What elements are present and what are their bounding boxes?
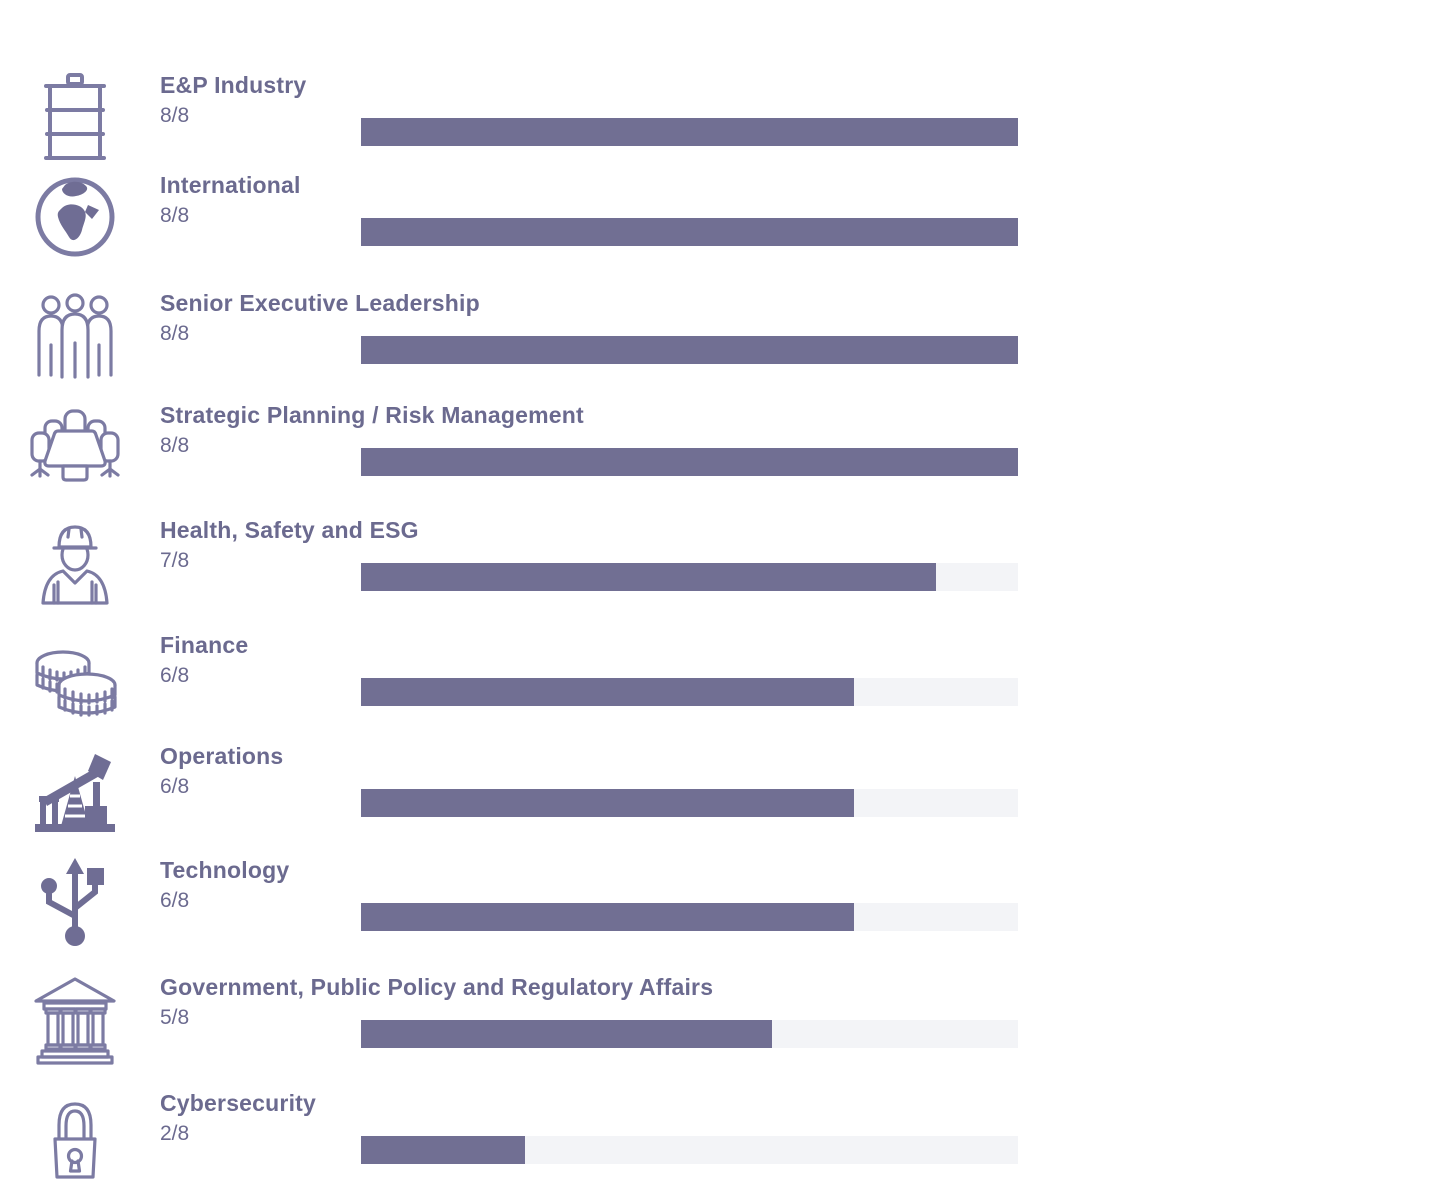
skill-row-technology: Technology 6/8 [0, 845, 1446, 957]
skill-label: International [160, 172, 301, 198]
skill-bar-fill [361, 789, 854, 817]
coins-icon [22, 626, 127, 728]
skill-row-operations: Operations 6/8 [0, 731, 1446, 843]
skill-bar-track [361, 678, 1018, 706]
skill-bar-track [361, 789, 1018, 817]
skill-row-ep-industry: E&P Industry 8/8 [0, 60, 1446, 172]
skill-score: 8/8 [160, 434, 190, 457]
skill-bar-track [361, 1136, 1018, 1164]
skill-bar-track [361, 336, 1018, 364]
skill-label: Health, Safety and ESG [160, 517, 419, 543]
skill-bar-fill [361, 1020, 772, 1048]
skill-bar-fill [361, 563, 936, 591]
construction-worker-icon [22, 511, 127, 613]
usb-icon [22, 851, 127, 953]
skill-score: 2/8 [160, 1122, 190, 1145]
people-icon [22, 284, 127, 386]
skill-bar-track [361, 218, 1018, 246]
skill-bar-fill [361, 118, 1018, 146]
skill-bar-track [361, 903, 1018, 931]
skill-bar-fill [361, 903, 854, 931]
skill-row-strategic-planning: Strategic Planning / Risk Management 8/8 [0, 390, 1446, 502]
skill-score: 8/8 [160, 322, 190, 345]
skill-row-cybersecurity: Cybersecurity 2/8 [0, 1078, 1446, 1190]
skill-row-international: International 8/8 [0, 160, 1446, 272]
bank-building-icon [22, 968, 127, 1070]
skill-score: 7/8 [160, 549, 190, 572]
skill-label: Strategic Planning / Risk Management [160, 402, 584, 428]
skill-bar-track [361, 563, 1018, 591]
skill-label: Technology [160, 857, 290, 883]
oil-barrel-icon [22, 66, 127, 168]
oil-pumpjack-icon [22, 737, 127, 839]
skill-label: Government, Public Policy and Regulatory… [160, 974, 714, 1000]
skill-label: Cybersecurity [160, 1090, 317, 1116]
skill-row-health-safety-esg: Health, Safety and ESG 7/8 [0, 505, 1446, 617]
skill-row-finance: Finance 6/8 [0, 620, 1446, 732]
skill-score: 6/8 [160, 889, 190, 912]
skill-label: Operations [160, 743, 284, 769]
skill-row-senior-executive-leadership: Senior Executive Leadership 8/8 [0, 278, 1446, 390]
skill-score: 6/8 [160, 775, 190, 798]
skill-bar-fill [361, 218, 1018, 246]
skill-score: 8/8 [160, 204, 190, 227]
skill-score: 6/8 [160, 664, 190, 687]
skill-label: E&P Industry [160, 72, 307, 98]
skill-bar-fill [361, 1136, 526, 1164]
skill-bar-track [361, 1020, 1018, 1048]
skill-label: Finance [160, 632, 249, 658]
skill-score: 5/8 [160, 1006, 190, 1029]
skill-bar-fill [361, 336, 1018, 364]
globe-icon [22, 166, 127, 268]
skill-bar-track [361, 118, 1018, 146]
meeting-table-icon [22, 396, 127, 498]
skill-bar-fill [361, 678, 854, 706]
skill-bar-fill [361, 448, 1018, 476]
padlock-icon [22, 1084, 127, 1186]
skill-label: Senior Executive Leadership [160, 290, 480, 316]
skill-row-government-policy: Government, Public Policy and Regulatory… [0, 962, 1446, 1074]
skill-bar-track [361, 448, 1018, 476]
skill-score: 8/8 [160, 104, 190, 127]
